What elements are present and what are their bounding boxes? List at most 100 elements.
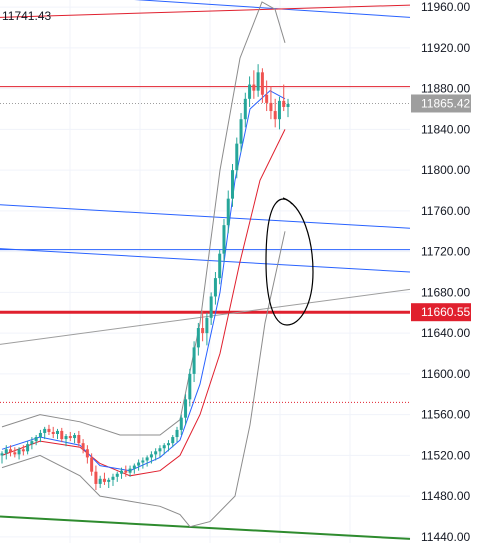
candle [55, 428, 59, 440]
candle [226, 190, 230, 234]
price-axis[interactable]: 11960.00 11920.00 11880.00 11840.00 11800.00… [421, 0, 470, 543]
candle-body [286, 103, 290, 107]
candle-body [55, 430, 59, 434]
candle [60, 427, 64, 443]
candle-body [235, 143, 239, 171]
price-badges: 11865.42 11660.55 [411, 94, 471, 322]
candle [235, 137, 239, 179]
candle [158, 445, 162, 458]
candle [162, 443, 166, 455]
candle-body [162, 445, 166, 449]
candle-body [218, 253, 222, 279]
price-badge-bg [411, 94, 471, 113]
candle [120, 467, 124, 479]
candle [124, 465, 128, 477]
candle [239, 113, 243, 152]
candle [9, 445, 13, 457]
candle [260, 68, 264, 103]
candle-body [260, 72, 264, 95]
candle [107, 477, 111, 488]
price-badge-bg [411, 303, 471, 322]
candle [154, 448, 158, 461]
candle [98, 475, 102, 488]
candle-body [201, 328, 205, 334]
candle-body [0, 453, 4, 456]
candle-body [26, 444, 30, 452]
candle-body [269, 102, 273, 112]
candle-body [60, 430, 64, 440]
drawing-lines [0, 0, 411, 540]
candle-body [282, 100, 286, 107]
bollinger-lower-band [1, 231, 286, 528]
candle [26, 441, 30, 455]
candle [273, 98, 277, 128]
candle [209, 292, 213, 325]
candle-body [115, 473, 119, 477]
candle [192, 341, 196, 383]
candle [51, 426, 55, 439]
candle-body [30, 441, 34, 445]
price-badge-label: 11865.42 [421, 96, 470, 110]
candle [0, 451, 4, 464]
candle-body [175, 429, 179, 438]
candle-body [73, 435, 77, 439]
candle [115, 471, 119, 482]
candle-body [43, 428, 47, 433]
candle-body [9, 449, 13, 453]
candle [17, 447, 21, 460]
candle [252, 70, 256, 99]
candle [73, 432, 77, 444]
candle-body [209, 296, 213, 318]
candle-body [277, 100, 281, 120]
candle [231, 164, 235, 207]
candle [196, 322, 200, 356]
y-tick-label: 11640.00 [421, 326, 470, 340]
candle [248, 76, 252, 107]
candle-body [77, 435, 81, 444]
y-tick-label: 11600.00 [421, 367, 470, 381]
y-tick-label: 11680.00 [421, 285, 470, 299]
candle [243, 92, 247, 128]
candle [85, 445, 89, 464]
candles [0, 64, 290, 491]
y-tick-label: 11520.00 [421, 448, 470, 462]
candle-body [51, 431, 55, 434]
candle [282, 84, 286, 112]
candle-body [64, 436, 68, 440]
trend-line [0, 288, 411, 345]
candle-body [171, 437, 175, 444]
y-tick-label: 11440.00 [421, 530, 470, 543]
candle-body [128, 468, 132, 473]
candle-body [239, 119, 243, 144]
y-tick-label: 11920.00 [421, 41, 470, 55]
y-tick-label: 11760.00 [421, 204, 470, 218]
candle-body [47, 428, 51, 432]
candle [94, 465, 98, 491]
indicator-lines [1, 1, 286, 528]
candle-body [252, 84, 256, 91]
candle-body [273, 111, 277, 120]
candle-body [124, 470, 128, 473]
candle [34, 435, 38, 446]
candle-body [222, 225, 226, 254]
candle [128, 465, 132, 477]
hand-drawn-circle [265, 197, 314, 326]
candle [132, 463, 136, 474]
candle [38, 429, 42, 443]
candle-body [141, 460, 145, 463]
candle [171, 435, 175, 448]
candle [21, 445, 25, 456]
candle-body [111, 476, 115, 480]
trend-line [134, 0, 411, 18]
price-badge: 11660.55 [411, 303, 471, 322]
candle-body [158, 448, 162, 452]
y-tick-label: 11960.00 [421, 0, 470, 14]
candle-body [243, 98, 247, 120]
candle [4, 445, 8, 460]
candle-body [196, 328, 200, 348]
candle-body [137, 462, 141, 466]
trend-line [0, 248, 411, 273]
candle [201, 310, 205, 342]
candle-body [184, 399, 188, 418]
